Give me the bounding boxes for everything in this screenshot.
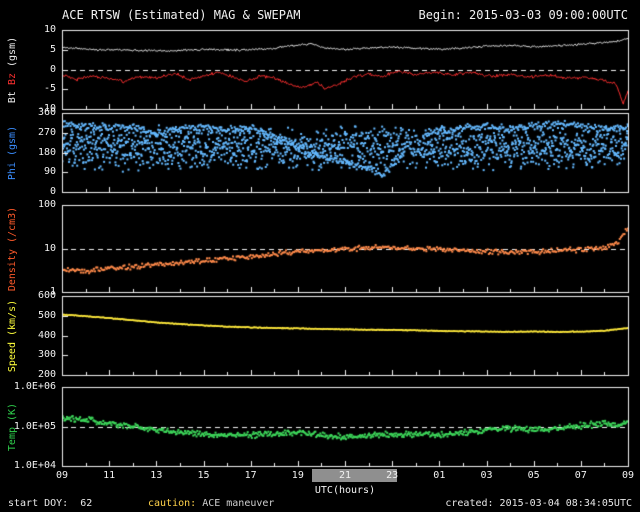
figure-title: ACE RTSW (Estimated) MAG & SWEPAM xyxy=(62,8,301,22)
maneuver-band xyxy=(311,469,397,482)
footer-caution-text: ACE maneuver xyxy=(202,498,275,509)
footer-start-doy: start DOY: 62 xyxy=(8,498,93,509)
footer-created: created: 2015-03-04 08:34:05UTC xyxy=(445,498,632,509)
footer-caution: caution: ACE maneuver xyxy=(148,498,274,509)
begin-timestamp: Begin: 2015-03-03 09:00:00UTC xyxy=(418,8,628,22)
footer-caution-label: caution: xyxy=(148,498,203,509)
x-axis-title: UTC(hours) xyxy=(314,485,376,496)
